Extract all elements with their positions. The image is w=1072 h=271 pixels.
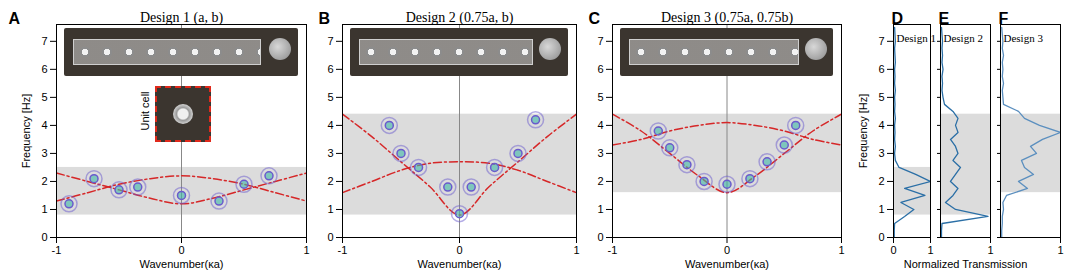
svg-text:3: 3 xyxy=(597,147,603,159)
svg-text:-1: -1 xyxy=(52,244,62,256)
svg-text:6: 6 xyxy=(878,63,884,75)
svg-text:3: 3 xyxy=(41,147,47,159)
svg-text:4: 4 xyxy=(327,119,333,131)
svg-text:0: 0 xyxy=(327,231,333,243)
svg-text:A: A xyxy=(9,10,21,27)
svg-text:2: 2 xyxy=(597,175,603,187)
svg-text:Design 2: Design 2 xyxy=(944,32,983,44)
svg-text:Design 3 (0.75a, 0.75b): Design 3 (0.75a, 0.75b) xyxy=(661,10,794,26)
svg-text:3: 3 xyxy=(878,147,884,159)
svg-text:1: 1 xyxy=(878,203,884,215)
svg-text:6: 6 xyxy=(327,63,333,75)
svg-text:Frequency [Hz]: Frequency [Hz] xyxy=(857,94,869,169)
svg-text:6: 6 xyxy=(597,63,603,75)
svg-text:Design 1: Design 1 xyxy=(897,32,936,44)
svg-text:7: 7 xyxy=(41,35,47,47)
svg-text:1: 1 xyxy=(303,244,309,256)
svg-text:Design 2 (0.75a, b): Design 2 (0.75a, b) xyxy=(406,10,514,26)
svg-text:1: 1 xyxy=(573,244,579,256)
svg-text:5: 5 xyxy=(41,91,47,103)
svg-text:5: 5 xyxy=(327,91,333,103)
svg-text:1: 1 xyxy=(927,244,933,256)
svg-text:1: 1 xyxy=(838,244,844,256)
svg-text:7: 7 xyxy=(327,35,333,47)
svg-text:1: 1 xyxy=(1057,244,1063,256)
svg-text:E: E xyxy=(939,10,950,27)
svg-text:6: 6 xyxy=(41,63,47,75)
svg-text:-1: -1 xyxy=(338,244,348,256)
svg-text:4: 4 xyxy=(878,119,884,131)
svg-text:4: 4 xyxy=(41,119,47,131)
svg-text:Design 1 (a, b): Design 1 (a, b) xyxy=(140,10,224,26)
svg-text:2: 2 xyxy=(327,175,333,187)
svg-text:F: F xyxy=(999,10,1009,27)
svg-text:Design 3: Design 3 xyxy=(1004,32,1044,44)
svg-text:1: 1 xyxy=(41,203,47,215)
svg-text:0: 0 xyxy=(456,244,462,256)
html-text:Unit cell: Unit cell xyxy=(139,91,151,131)
svg-text:5: 5 xyxy=(878,91,884,103)
svg-text:1: 1 xyxy=(327,203,333,215)
svg-text:3: 3 xyxy=(327,147,333,159)
svg-text:Wavenumber(κa): Wavenumber(κa) xyxy=(418,258,502,270)
svg-text:Wavenumber(κa): Wavenumber(κa) xyxy=(140,258,224,270)
svg-text:4: 4 xyxy=(597,119,603,131)
svg-text:0: 0 xyxy=(890,244,896,256)
svg-text:7: 7 xyxy=(597,35,603,47)
svg-text:2: 2 xyxy=(41,175,47,187)
svg-text:0: 0 xyxy=(597,231,603,243)
svg-text:0: 0 xyxy=(41,231,47,243)
svg-text:0: 0 xyxy=(878,231,884,243)
svg-text:0: 0 xyxy=(724,244,730,256)
svg-text:0: 0 xyxy=(178,244,184,256)
svg-text:Wavenumber(κa): Wavenumber(κa) xyxy=(685,258,769,270)
svg-text:B: B xyxy=(319,10,331,27)
svg-text:7: 7 xyxy=(878,35,884,47)
svg-text:Normalized Transmission: Normalized Transmission xyxy=(904,258,1027,270)
svg-text:1: 1 xyxy=(987,244,993,256)
svg-text:2: 2 xyxy=(878,175,884,187)
svg-text:Frequency [Hz]: Frequency [Hz] xyxy=(20,94,32,169)
svg-text:1: 1 xyxy=(597,203,603,215)
svg-text:C: C xyxy=(589,10,601,27)
svg-text:5: 5 xyxy=(597,91,603,103)
svg-text:-1: -1 xyxy=(608,244,618,256)
svg-text:D: D xyxy=(892,10,904,27)
